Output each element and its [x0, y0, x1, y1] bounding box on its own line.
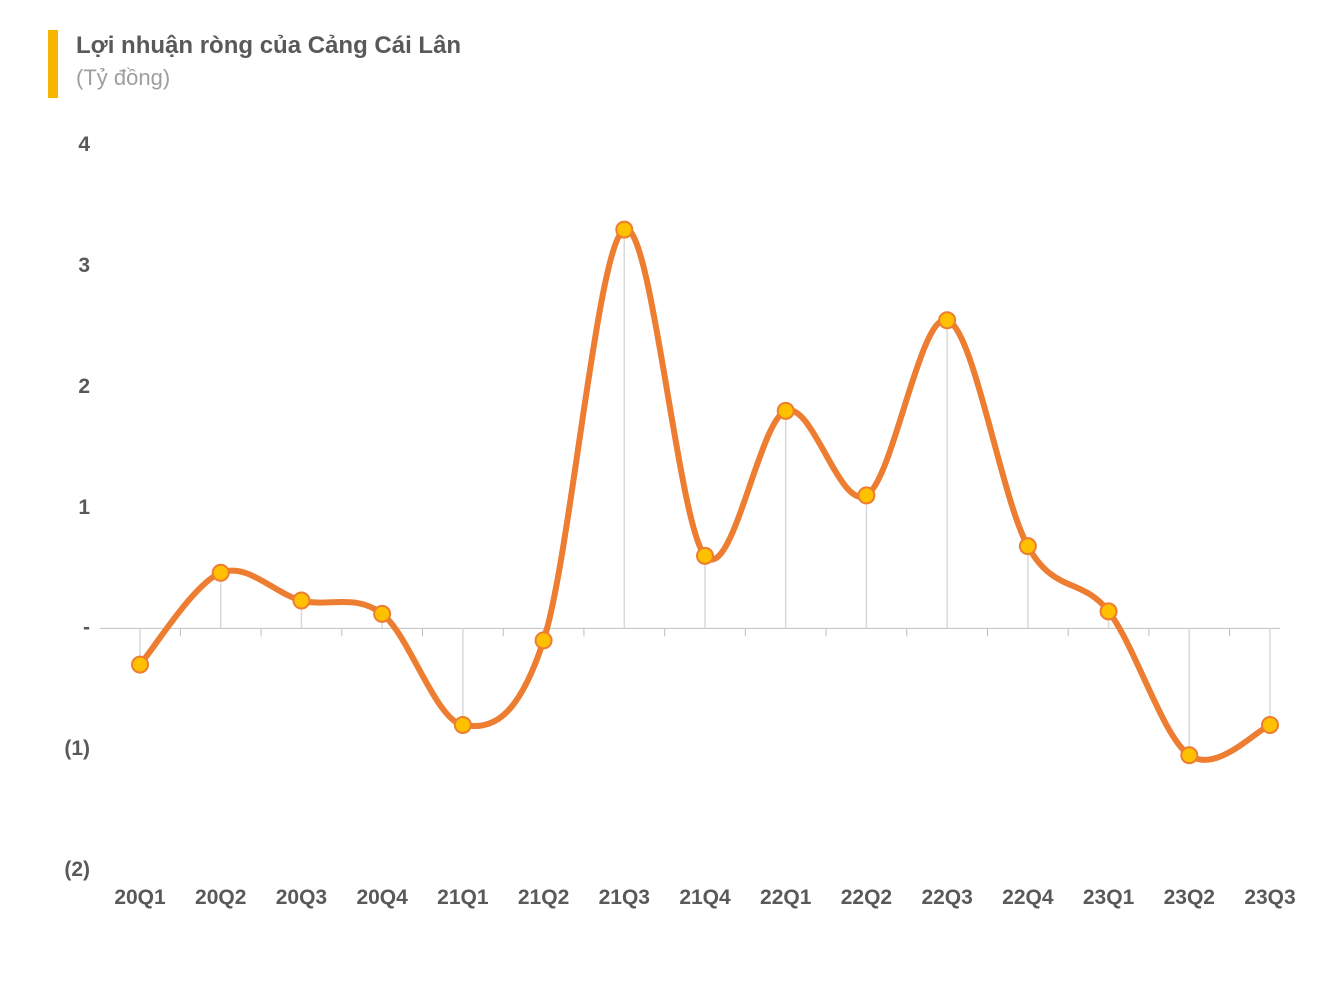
x-axis-label: 20Q4	[342, 886, 422, 910]
x-axis-label: 21Q3	[584, 886, 664, 910]
y-axis-label: 4	[30, 133, 90, 157]
x-axis-label: 20Q2	[181, 886, 261, 910]
y-axis-label: 2	[30, 375, 90, 399]
y-axis-label: (2)	[30, 858, 90, 882]
chart-svg	[100, 130, 1280, 920]
x-axis-label: 22Q3	[907, 886, 987, 910]
x-axis-label: 21Q4	[665, 886, 745, 910]
x-axis-label: 22Q4	[988, 886, 1068, 910]
accent-bar	[48, 30, 58, 98]
y-axis-label: (1)	[30, 737, 90, 761]
chart-title: Lợi nhuận ròng của Cảng Cái Lân	[76, 30, 461, 61]
chart-header: Lợi nhuận ròng của Cảng Cái Lân (Tỷ đồng…	[48, 30, 461, 98]
chart-container: Lợi nhuận ròng của Cảng Cái Lân (Tỷ đồng…	[0, 0, 1327, 984]
x-axis-label: 22Q2	[826, 886, 906, 910]
y-axis-label: -	[30, 616, 90, 640]
x-axis-label: 21Q1	[423, 886, 503, 910]
x-axis-label: 20Q3	[261, 886, 341, 910]
x-axis-label: 23Q1	[1069, 886, 1149, 910]
title-block: Lợi nhuận ròng của Cảng Cái Lân (Tỷ đồng…	[76, 30, 461, 91]
y-axis-label: 1	[30, 496, 90, 520]
y-axis-label: 3	[30, 254, 90, 278]
x-axis-label: 20Q1	[100, 886, 180, 910]
x-axis-label: 22Q1	[746, 886, 826, 910]
x-axis-label: 23Q3	[1230, 886, 1310, 910]
chart-subtitle: (Tỷ đồng)	[76, 65, 461, 91]
x-axis-label: 23Q2	[1149, 886, 1229, 910]
x-axis-label: 21Q2	[504, 886, 584, 910]
plot-area	[100, 130, 1280, 920]
